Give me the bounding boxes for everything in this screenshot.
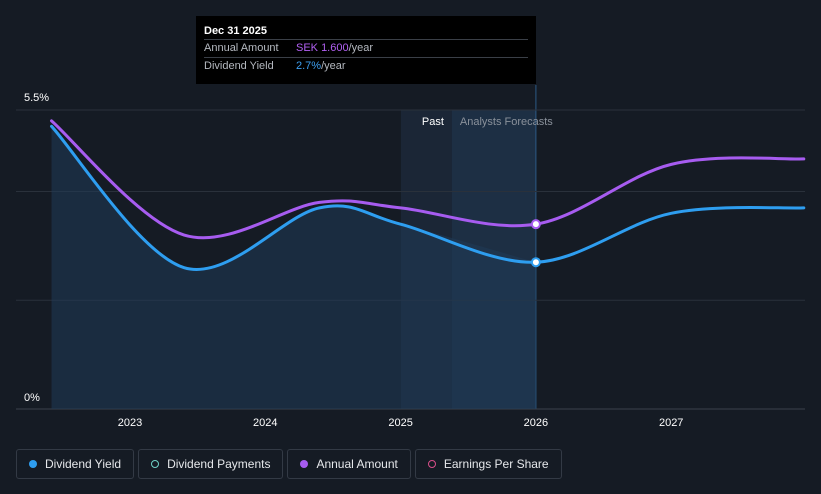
- dividend-yield-line: [50, 124, 806, 271]
- dividend-yield-marker: [530, 257, 541, 268]
- x-tick-label: 2024: [253, 417, 277, 429]
- annual-amount-line: [50, 119, 806, 240]
- x-tick-label: 2027: [659, 417, 683, 429]
- tooltip-value: 2.7%: [296, 60, 322, 72]
- x-tick-label: 2026: [524, 417, 548, 429]
- y-tick-label: 0%: [24, 392, 40, 404]
- legend-item-earnings-per-share[interactable]: Earnings Per Share: [414, 449, 562, 479]
- earnings-per-share-ring-icon: [427, 460, 436, 468]
- annual-amount-marker: [530, 219, 541, 230]
- tooltip-unit: /year: [348, 42, 374, 54]
- legend-item-dividend-yield[interactable]: Dividend Yield: [16, 449, 135, 479]
- y-tick-label: 5.5%: [24, 92, 49, 104]
- x-tick-label: 2023: [118, 417, 142, 429]
- tooltip-unit: /year: [321, 60, 346, 72]
- legend-label: Annual Amount: [316, 457, 398, 471]
- dividend-yield-dot-icon: [29, 460, 37, 468]
- legend: Dividend Yield Dividend Payments Annual …: [16, 449, 562, 481]
- dividend-yield-area: [51, 126, 536, 410]
- tooltip-label: Dividend Yield: [204, 60, 274, 72]
- annual-amount-dot-icon: [300, 460, 309, 468]
- forecast-label: Analysts Forecasts: [460, 116, 553, 128]
- past-label: Past: [422, 116, 444, 128]
- tooltip-row-annual-amount: Annual Amount SEK 1.600 /year: [204, 39, 528, 57]
- legend-label: Earnings Per Share: [443, 457, 549, 471]
- tooltip-value: SEK 1.600: [296, 42, 349, 54]
- x-tick-label: 2025: [388, 417, 412, 429]
- legend-item-annual-amount[interactable]: Annual Amount: [287, 449, 411, 479]
- tooltip-label: Annual Amount: [204, 42, 279, 54]
- legend-label: Dividend Payments: [167, 457, 271, 471]
- legend-label: Dividend Yield: [45, 457, 122, 471]
- tooltip-date: Dec 31 2025: [204, 25, 267, 37]
- tooltip-row-dividend-yield: Dividend Yield 2.7% /year: [204, 57, 528, 75]
- legend-item-dividend-payments[interactable]: Dividend Payments: [138, 449, 284, 479]
- tooltip: Dec 31 2025 Annual Amount SEK 1.600 /yea…: [196, 16, 536, 84]
- dividend-payments-ring-icon: [151, 460, 160, 468]
